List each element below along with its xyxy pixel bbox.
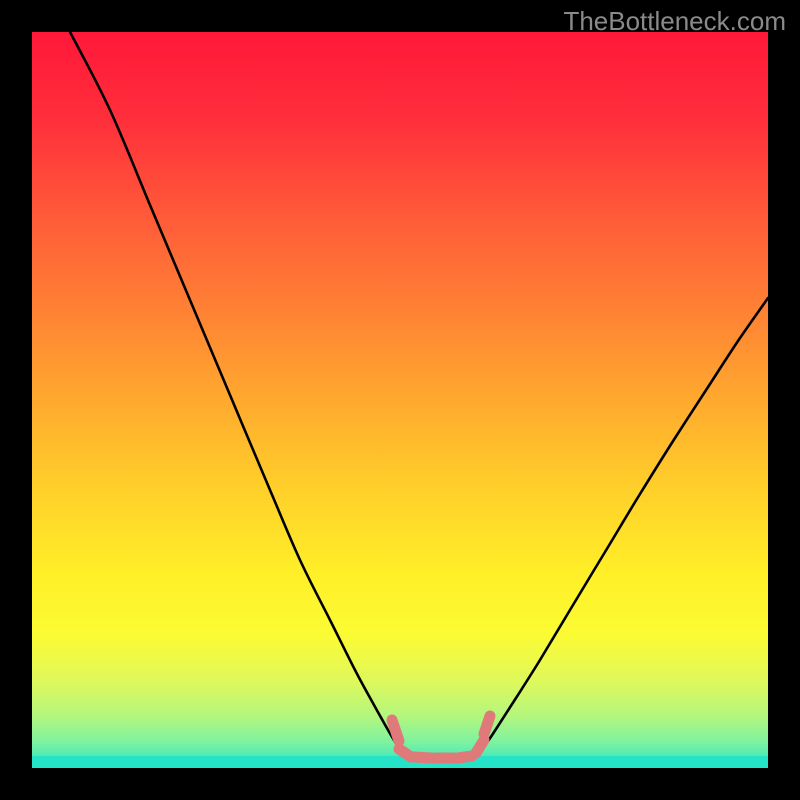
plot-background <box>32 32 768 768</box>
marker-segment <box>484 716 490 734</box>
marker-segment <box>392 720 399 741</box>
chart-stage: TheBottleneck.com <box>0 0 800 800</box>
bottleneck-chart <box>0 0 800 800</box>
bottom-band <box>32 756 768 768</box>
marker-segment <box>414 757 432 758</box>
marker-segment <box>476 740 484 753</box>
marker-segment <box>458 756 472 758</box>
watermark-text: TheBottleneck.com <box>563 6 786 37</box>
